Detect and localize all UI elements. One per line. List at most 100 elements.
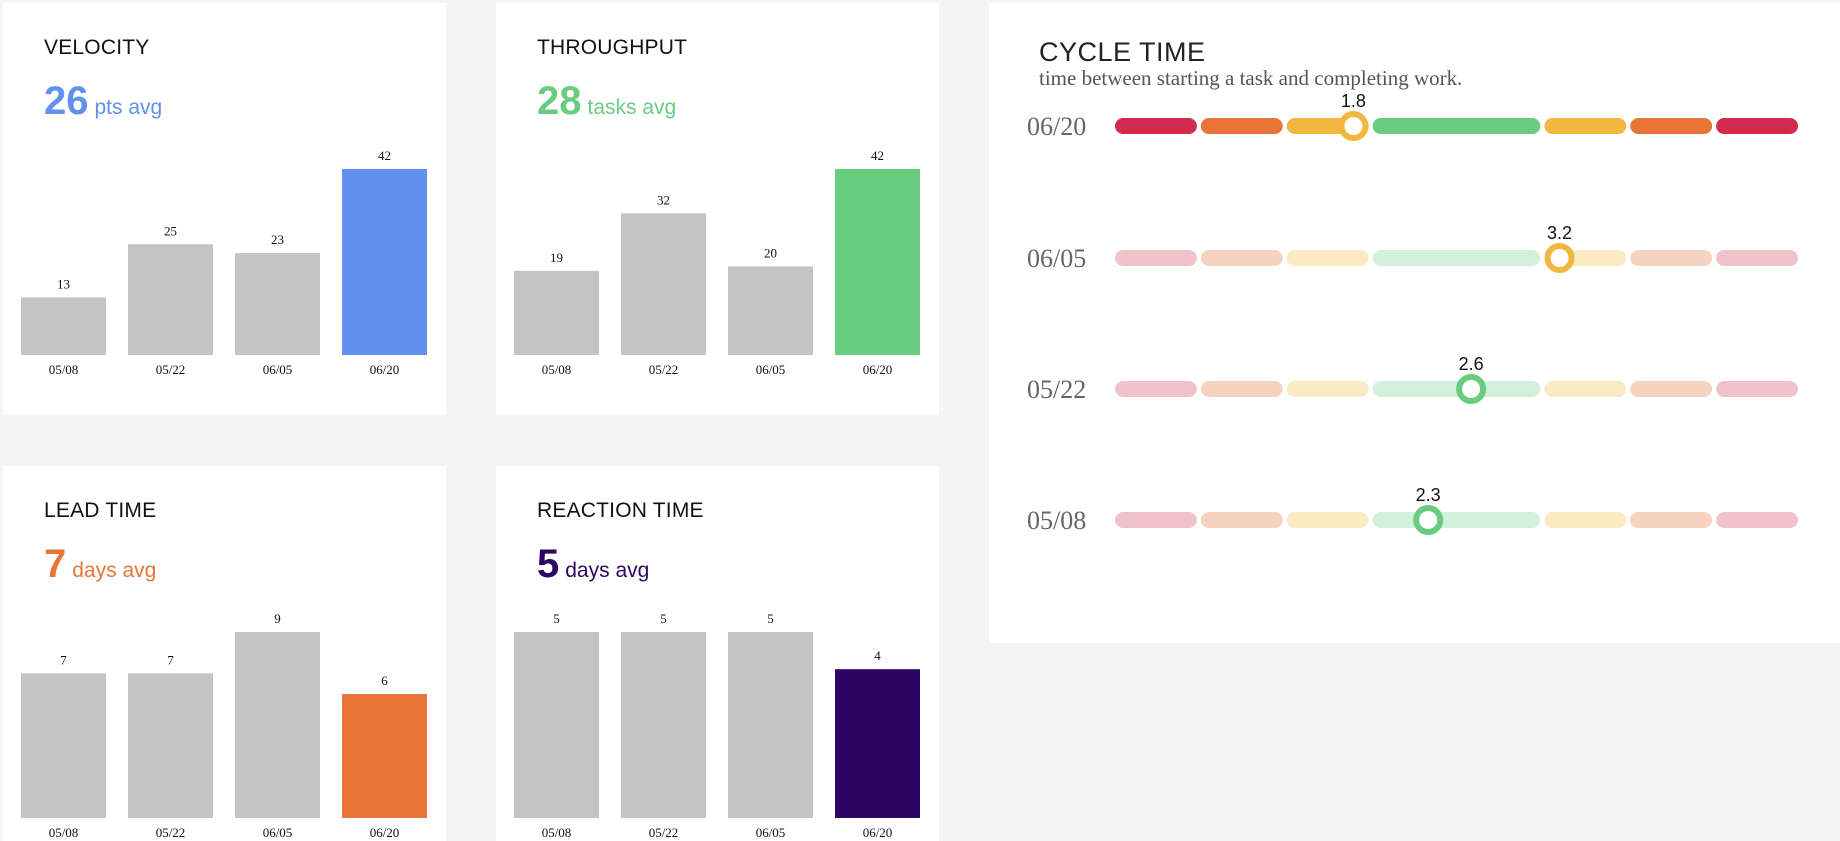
- cycle-time-card: CYCLE TIME time between starting a task …: [989, 3, 1840, 643]
- cycle-value-label: 1.8: [1341, 91, 1366, 111]
- bar-value-label: 42: [378, 148, 391, 163]
- category-tick-label: 05/08: [542, 825, 572, 840]
- cycle-segment: [1716, 381, 1798, 397]
- bar: [514, 270, 599, 355]
- bar: [21, 673, 106, 818]
- category-tick-label: 06/05: [756, 825, 786, 840]
- avg-unit: days avg: [72, 559, 157, 582]
- bar-value-label: 20: [764, 245, 777, 260]
- avg-unit: days avg: [565, 559, 650, 582]
- cycle-segment: [1115, 512, 1197, 528]
- bar-value-label: 42: [871, 148, 884, 163]
- bar-value-label: 7: [60, 652, 67, 667]
- cycle-segment: [1630, 118, 1713, 134]
- cycle-marker: [1544, 243, 1575, 273]
- avg-summary: 28 tasks avg: [537, 79, 676, 124]
- avg-value: 28: [537, 79, 582, 123]
- category-tick-label: 06/05: [756, 362, 786, 377]
- bar: [128, 244, 213, 355]
- category-tick-label: 05/08: [49, 362, 79, 377]
- cycle-row-label: 05/22: [1027, 375, 1086, 404]
- avg-value: 5: [537, 542, 560, 586]
- cycle-marker: [1456, 374, 1487, 404]
- bar-value-label: 9: [274, 611, 281, 626]
- bar: [235, 253, 320, 355]
- reaction-time-bar-chart: 5 05/08 5 05/22 5 06/05 4 06/20: [514, 611, 920, 840]
- reaction-time-card: REACTION TIME 5 days avg 5 05/08 5 05/22 5 06/…: [496, 466, 939, 841]
- avg-summary: 26 pts avg: [44, 79, 162, 124]
- bar: [342, 694, 427, 818]
- cycle-time-subtitle: time between starting a task and complet…: [1039, 66, 1463, 90]
- bar: [342, 169, 427, 355]
- card-title: VELOCITY: [44, 36, 150, 59]
- cycle-segment: [1630, 250, 1713, 266]
- category-tick-label: 06/05: [263, 825, 293, 840]
- cycle-row-label: 06/05: [1027, 244, 1086, 273]
- category-tick-label: 06/20: [863, 362, 893, 377]
- cycle-segment: [1716, 118, 1798, 134]
- cycle-segment: [1286, 250, 1369, 266]
- cycle-row-label: 06/20: [1027, 112, 1086, 141]
- bar-value-label: 23: [271, 232, 284, 247]
- bar: [835, 169, 920, 355]
- bar: [835, 669, 920, 818]
- cycle-value-label: 3.2: [1547, 223, 1572, 243]
- bar-value-label: 19: [550, 250, 563, 265]
- cycle-segment: [1630, 512, 1713, 528]
- category-tick-label: 06/20: [370, 825, 400, 840]
- avg-summary: 7 days avg: [44, 542, 156, 587]
- avg-unit: tasks avg: [587, 96, 677, 119]
- cycle-value-label: 2.6: [1459, 354, 1484, 374]
- bar: [621, 213, 706, 355]
- cycle-segment: [1372, 250, 1541, 266]
- cycle-marker: [1338, 111, 1369, 141]
- category-tick-label: 05/08: [49, 825, 79, 840]
- category-tick-label: 05/22: [156, 825, 186, 840]
- cycle-value-label: 2.3: [1416, 485, 1441, 505]
- cycle-segment: [1372, 118, 1541, 134]
- avg-summary: 5 days avg: [537, 542, 649, 587]
- avg-unit: pts avg: [94, 96, 163, 119]
- cycle-segment: [1200, 512, 1283, 528]
- category-tick-label: 05/08: [542, 362, 572, 377]
- cycle-segment: [1286, 381, 1369, 397]
- cycle-row-label: 05/08: [1027, 506, 1086, 535]
- cycle-segment: [1200, 250, 1283, 266]
- bar: [728, 632, 813, 818]
- avg-value: 7: [44, 542, 67, 586]
- category-tick-label: 06/20: [863, 825, 893, 840]
- lead-time-bar-chart: 7 05/08 7 05/22 9 06/05 6 06/20: [21, 611, 427, 840]
- bar-value-label: 6: [381, 673, 388, 688]
- cycle-segment: [1115, 381, 1197, 397]
- bar: [514, 632, 599, 818]
- cycle-segment: [1716, 250, 1798, 266]
- category-tick-label: 06/05: [263, 362, 293, 377]
- category-tick-label: 05/22: [156, 362, 186, 377]
- category-tick-label: 05/22: [649, 825, 679, 840]
- category-tick-label: 05/22: [649, 362, 679, 377]
- bar: [235, 632, 320, 818]
- cycle-marker: [1413, 505, 1444, 535]
- cycle-segment: [1115, 250, 1197, 266]
- bar-value-label: 13: [57, 276, 70, 291]
- bar: [128, 673, 213, 818]
- bar-value-label: 5: [767, 611, 774, 626]
- bar: [21, 297, 106, 355]
- bar-value-label: 4: [874, 648, 881, 663]
- card-title: REACTION TIME: [537, 499, 704, 522]
- bar: [621, 632, 706, 818]
- cycle-segment: [1372, 512, 1541, 528]
- bar: [728, 266, 813, 355]
- bar-value-label: 25: [164, 223, 177, 238]
- card-title: LEAD TIME: [44, 499, 157, 522]
- bar-value-label: 5: [660, 611, 667, 626]
- cycle-time-title: CYCLE TIME: [1039, 37, 1206, 67]
- cycle-segment: [1716, 512, 1798, 528]
- throughput-card: THROUGHPUT 28 tasks avg 19 05/08 32 05/22 20 0…: [496, 3, 939, 415]
- cycle-segment: [1544, 381, 1627, 397]
- card-title: THROUGHPUT: [537, 36, 688, 59]
- cycle-segment: [1544, 512, 1627, 528]
- throughput-bar-chart: 19 05/08 32 05/22 20 06/05 42 06/20: [514, 148, 920, 377]
- cycle-segment: [1630, 381, 1713, 397]
- lead-time-card: LEAD TIME 7 days avg 7 05/08 7 05/22 9 06/05 6 0…: [3, 466, 446, 841]
